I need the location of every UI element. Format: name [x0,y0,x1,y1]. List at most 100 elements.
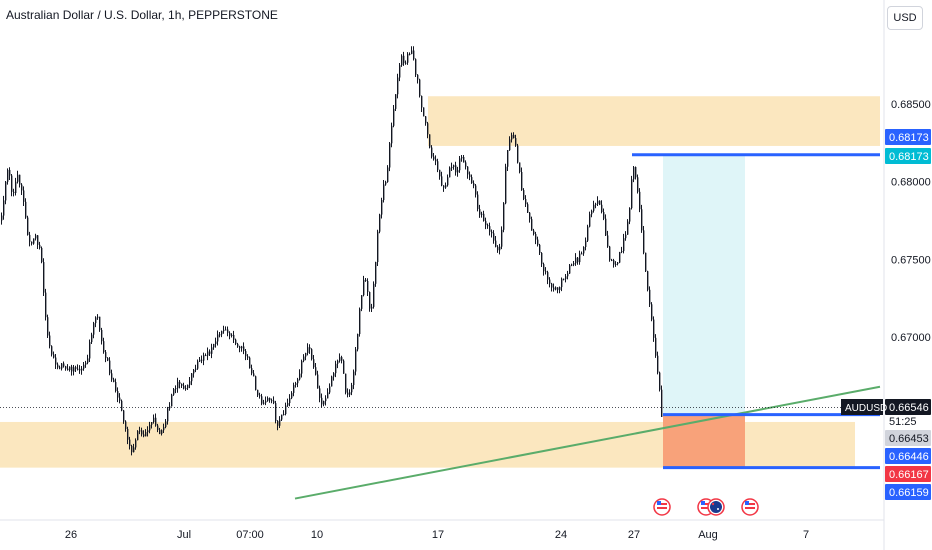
chart-title: Australian Dollar / U.S. Dollar, 1h, PEP… [6,8,278,22]
candle [247,354,249,360]
candle [475,183,477,198]
candle [619,251,621,264]
candle [581,251,583,255]
candle [95,316,97,328]
candle [347,388,349,398]
candle [481,211,483,218]
candle [109,357,111,376]
candle [163,423,165,433]
candle [447,174,449,187]
candle [337,359,339,369]
us-flag-icon[interactable] [741,498,759,516]
candle [651,302,653,322]
candle [9,167,11,181]
candle [661,385,663,417]
candle [385,180,387,186]
candle [167,406,169,425]
price-tick-label: 0.68500 [891,99,931,111]
candle [279,416,281,428]
price-tick-label: 0.67500 [891,254,931,266]
candle [259,392,261,399]
svg-text:0.66167: 0.66167 [889,469,929,481]
svg-text:0.66446: 0.66446 [889,451,929,463]
candle [89,339,91,363]
candle [139,426,141,435]
candle [505,163,507,205]
candle [607,230,609,248]
candle [173,387,175,396]
svg-text:0.68173: 0.68173 [889,132,929,144]
currency-button[interactable]: USD [887,6,923,30]
candle [365,277,367,282]
candle [251,364,253,376]
candle [397,73,399,99]
candle [509,136,511,151]
time-tick-label: Aug [698,529,718,541]
candle [53,351,55,359]
candle [145,429,147,437]
candle [275,400,277,424]
candle [457,166,459,177]
candle [613,258,615,268]
candle [255,375,257,391]
candle [237,342,239,348]
candle [119,393,121,404]
candle [25,198,27,219]
candle [183,382,185,390]
candle [539,243,541,256]
candle [413,46,415,61]
candle [265,396,267,406]
candle [107,357,109,362]
candle [573,261,575,267]
candle [373,281,375,309]
candle [363,275,365,297]
candle [615,261,617,267]
candle [395,94,397,112]
candle [233,330,235,343]
supply-demand-zone-0[interactable] [428,96,880,146]
candle [425,116,427,126]
candle [27,215,29,236]
candle [295,381,297,388]
candle [35,233,37,241]
candle [59,365,61,370]
candle [115,378,117,393]
time-tick-label: 07:00 [236,529,264,541]
candle [263,399,265,405]
candle [455,161,457,176]
candle [123,409,125,424]
candle [529,211,531,223]
candle [307,343,309,356]
trendline[interactable] [294,385,881,500]
candle [627,219,629,235]
price-label-gray: 0.66453 [885,430,931,446]
au-flag-icon[interactable] [707,498,725,516]
candle [21,183,23,195]
candle [333,372,335,381]
candle [203,352,205,366]
candle [93,321,95,339]
candle [445,182,447,189]
position-target-zone[interactable] [663,154,745,415]
candle [355,346,357,376]
candle [659,371,661,392]
candle [645,252,647,272]
candle [471,174,473,184]
svg-text:0.66159: 0.66159 [889,487,929,499]
candle [513,132,515,139]
candle [483,210,485,222]
candle [521,167,523,191]
position-stop-zone[interactable] [663,414,745,468]
candle [637,174,639,194]
candle [29,231,31,247]
candle [43,258,45,296]
candle [301,359,303,378]
candle [351,382,353,396]
candle [155,413,157,427]
us-flag-icon[interactable] [653,498,671,516]
candle [427,121,429,139]
candle [213,343,215,350]
svg-text:AUDUSD: AUDUSD [845,403,887,414]
candle [85,360,87,368]
